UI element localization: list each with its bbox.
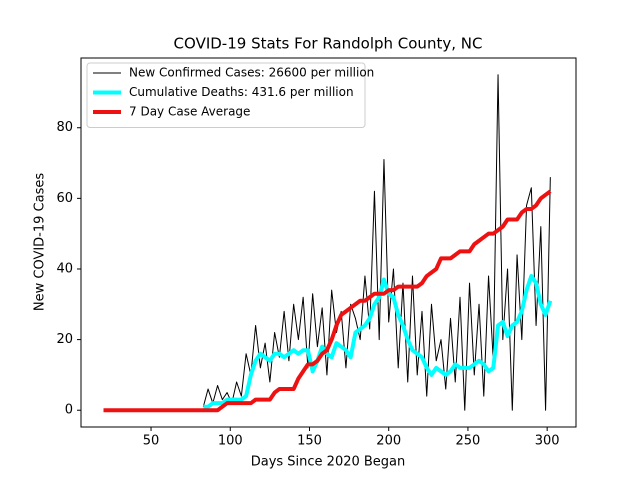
series-line [103, 189, 552, 413]
x-tick-label: 50 [143, 434, 160, 449]
series-line [202, 74, 551, 411]
x-tick-label: 200 [376, 434, 401, 449]
x-axis-label: Days Since 2020 Began [251, 455, 406, 470]
y-axis-label: New COVID-19 Cases [33, 173, 48, 311]
legend-box [86, 62, 366, 128]
chart-title: COVID-19 Stats For Randolph County, NC [174, 35, 483, 53]
x-tick-label: 100 [218, 434, 243, 449]
y-tick-label: 40 [56, 261, 73, 276]
x-tick-label: 300 [535, 434, 560, 449]
legend-label: New Confirmed Cases: 26600 per million [129, 66, 374, 80]
series-line [203, 274, 553, 409]
y-tick-label: 20 [56, 332, 73, 347]
legend-label: Cumulative Deaths: 431.6 per million [129, 85, 354, 99]
axes-frame [80, 57, 577, 428]
y-tick-label: 0 [65, 403, 73, 418]
x-tick-label: 150 [297, 434, 322, 449]
x-tick-label: 250 [456, 434, 481, 449]
y-tick-label: 60 [56, 191, 73, 206]
legend-label: 7 Day Case Average [129, 105, 250, 119]
y-tick-label: 80 [56, 120, 73, 135]
